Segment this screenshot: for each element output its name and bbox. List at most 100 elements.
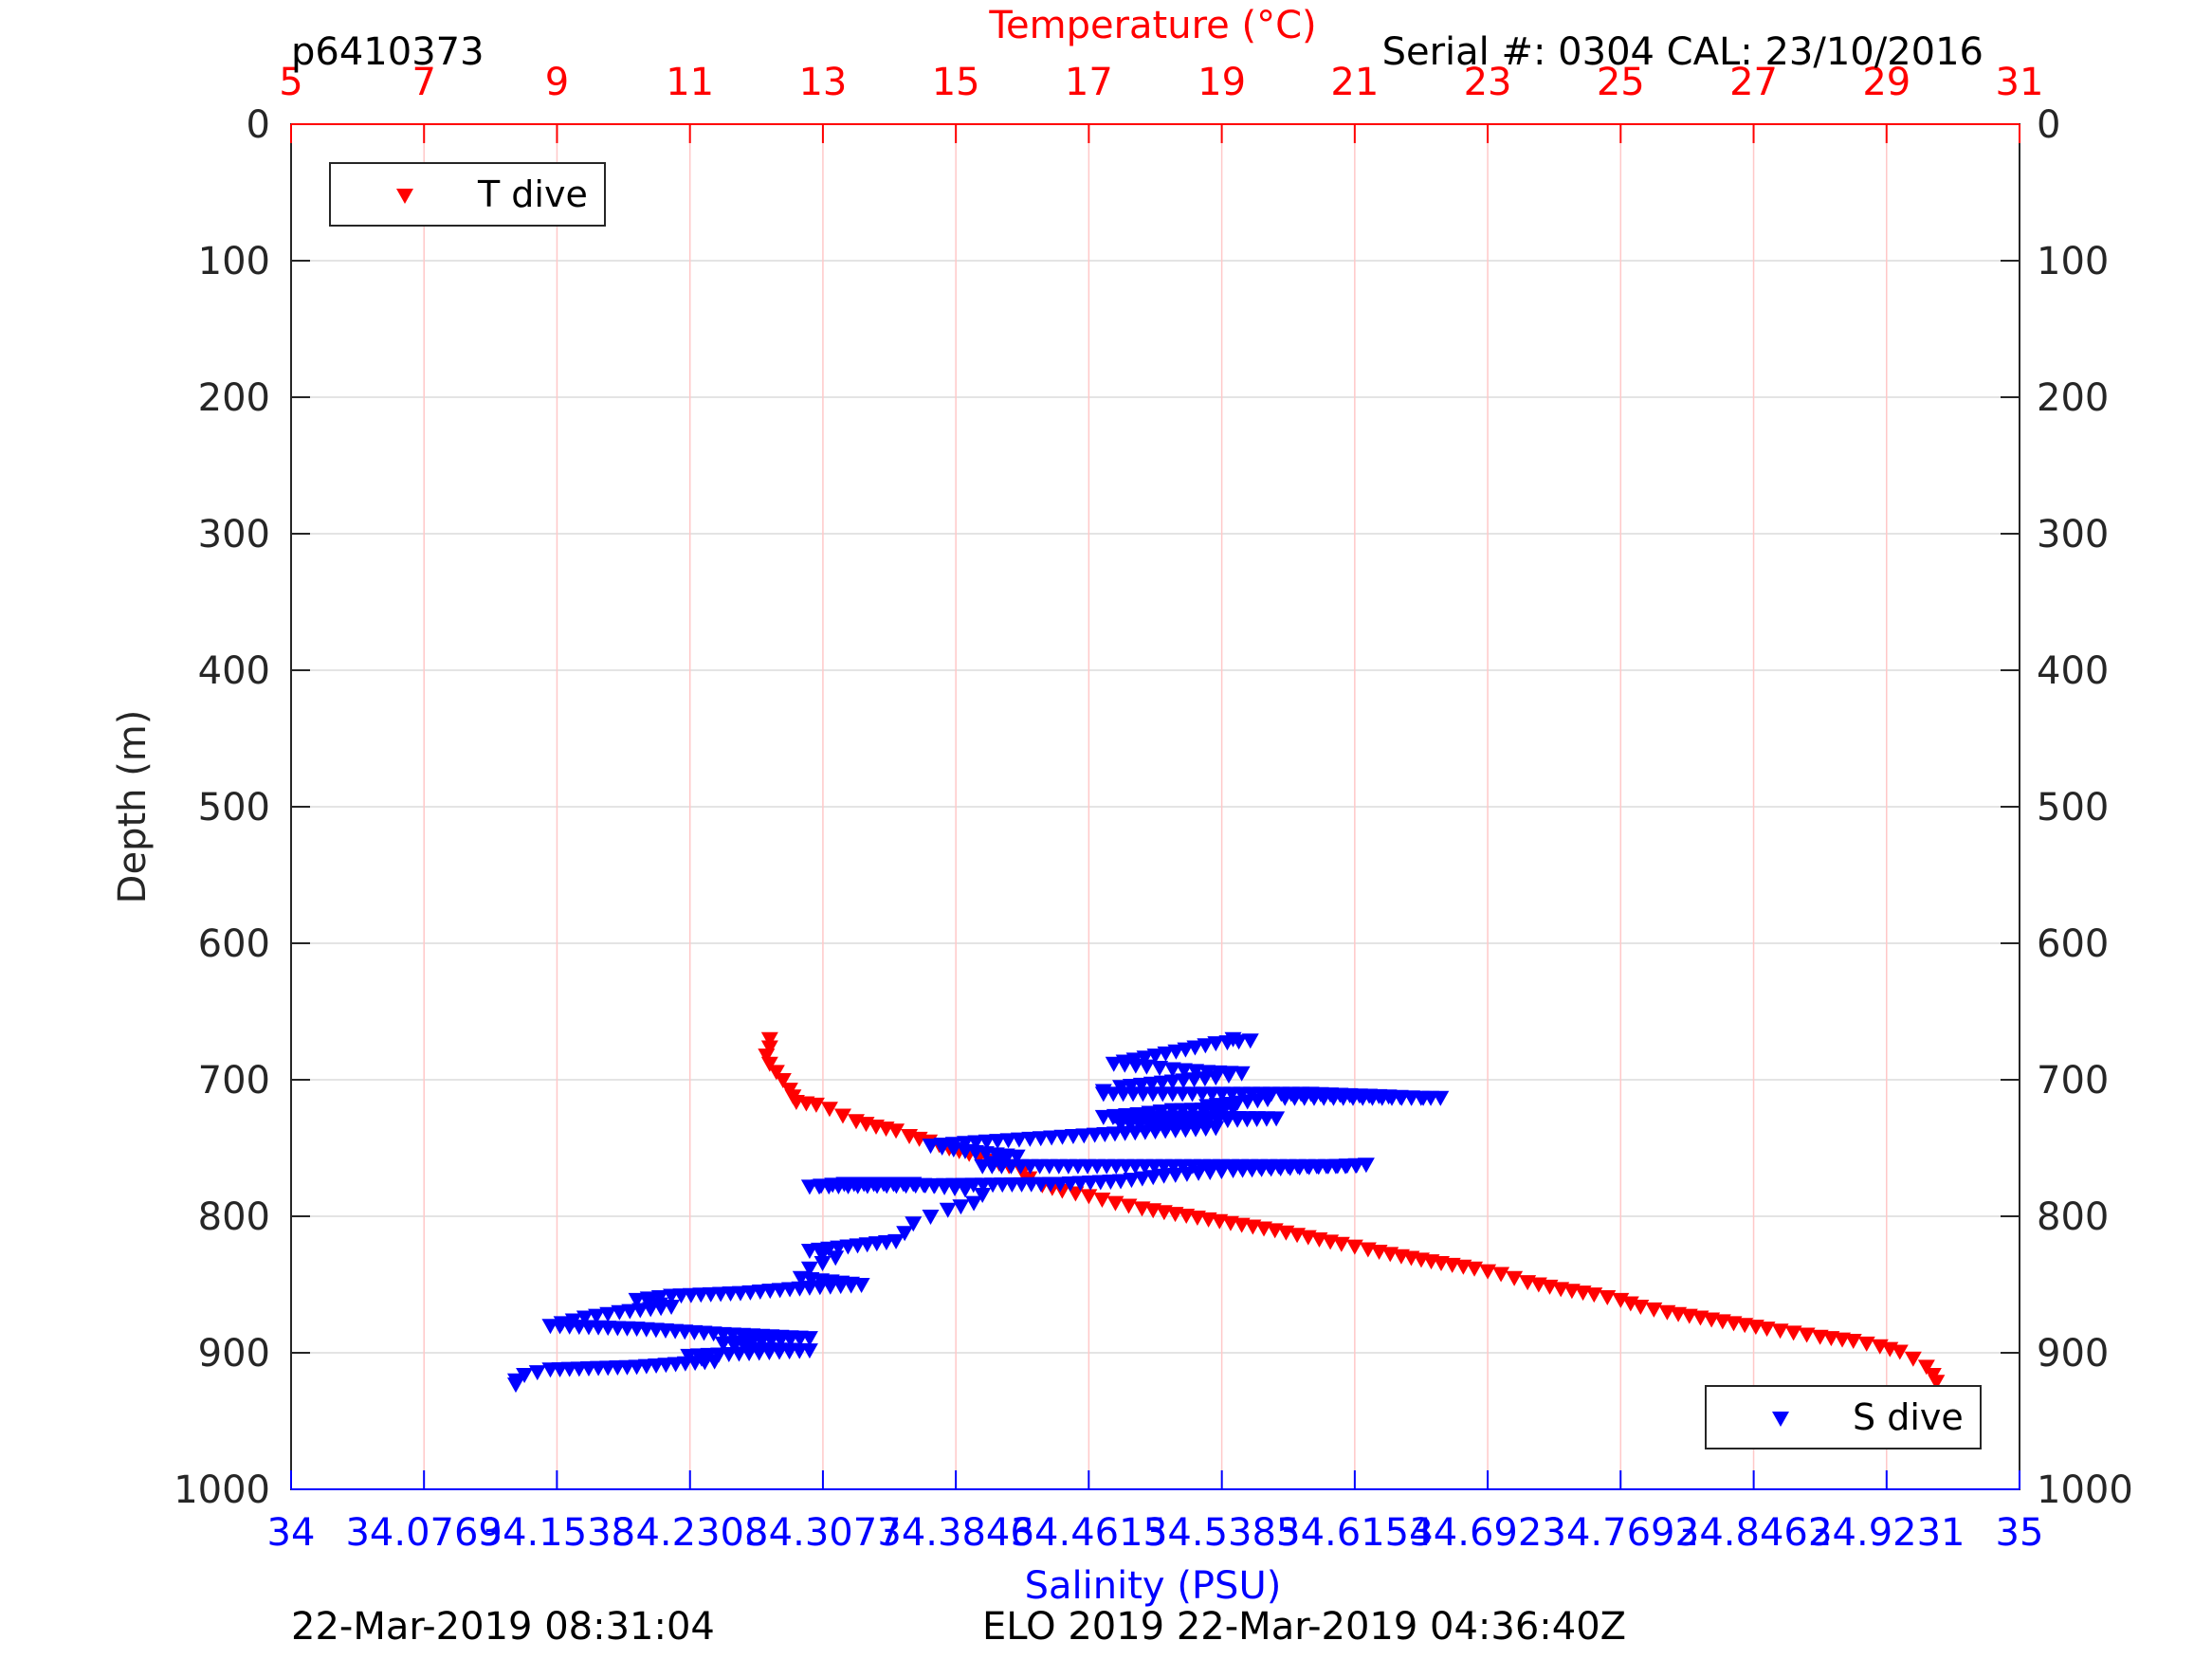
t-dive-marker bbox=[1891, 1344, 1909, 1360]
t-dive-marker bbox=[833, 1108, 851, 1124]
t-dive-marker bbox=[1771, 1323, 1789, 1340]
s-dive-marker bbox=[663, 1288, 681, 1304]
t-dive-marker bbox=[1844, 1334, 1862, 1350]
t-dive-marker bbox=[820, 1102, 838, 1118]
s-dive-marker bbox=[896, 1226, 914, 1242]
s-dive-marker bbox=[956, 1136, 974, 1152]
s-dive-marker bbox=[1163, 1062, 1181, 1078]
temperature-tick-label: 31 bbox=[1996, 61, 2044, 104]
t-dive-marker bbox=[1904, 1351, 1922, 1367]
depth-tick-label-right: 900 bbox=[2037, 1332, 2109, 1376]
temperature-tick-label: 9 bbox=[545, 61, 569, 104]
t-dive-marker bbox=[767, 1065, 785, 1081]
s-dive-marker bbox=[800, 1244, 818, 1259]
salinity-tick-label: 34.0769 bbox=[345, 1511, 502, 1555]
temperature-tick-label: 15 bbox=[932, 61, 980, 104]
t-dive-marker bbox=[1506, 1270, 1524, 1286]
s-dive-marker bbox=[1233, 1066, 1251, 1082]
t-dive-marker bbox=[1093, 1193, 1111, 1208]
t-dive-marker bbox=[1599, 1289, 1617, 1305]
temperature-tick-label: 29 bbox=[1862, 61, 1910, 104]
salinity-tick-label: 34.6154 bbox=[1276, 1511, 1433, 1555]
s-dive-marker bbox=[1138, 1059, 1156, 1075]
salinity-tick-label: 34.5385 bbox=[1143, 1511, 1300, 1555]
temperature-tick-label: 23 bbox=[1464, 61, 1512, 104]
t-dive-marker bbox=[1466, 1261, 1484, 1277]
legend-t-dive-marker bbox=[396, 189, 413, 204]
t-dive-marker bbox=[887, 1123, 905, 1139]
s-dive-marker bbox=[1151, 1061, 1169, 1077]
depth-tick-label-right: 300 bbox=[2037, 513, 2109, 556]
depth-tick-label-left: 200 bbox=[198, 376, 270, 420]
s-dive-marker bbox=[1224, 1163, 1242, 1179]
t-dive-marker bbox=[1585, 1287, 1603, 1304]
s-dive-marker bbox=[1187, 1064, 1205, 1080]
t-dive-marker bbox=[1492, 1267, 1510, 1283]
s-dive-marker bbox=[813, 1178, 831, 1194]
s-dive-marker bbox=[1230, 1034, 1248, 1050]
depth-tick-label-left: 300 bbox=[198, 513, 270, 556]
salinity-tick-label: 34.2308 bbox=[612, 1511, 768, 1555]
s-dive-marker bbox=[1201, 1164, 1219, 1180]
s-dive-marker bbox=[905, 1216, 923, 1232]
footer-caption: ELO 2019 22-Mar-2019 04:36:40Z bbox=[982, 1605, 1626, 1649]
t-dive-marker bbox=[1798, 1327, 1816, 1343]
temperature-axis-title: Temperature (°C) bbox=[988, 4, 1316, 47]
t-dive-marker bbox=[1758, 1322, 1776, 1338]
s-dive-marker bbox=[541, 1362, 559, 1378]
salinity-tick-label: 34.9231 bbox=[1808, 1511, 1965, 1555]
salinity-tick-label: 35 bbox=[1996, 1511, 2044, 1555]
depth-tick-label-right: 800 bbox=[2037, 1195, 2109, 1239]
s-dive-marker bbox=[1213, 1164, 1231, 1179]
t-dive-marker bbox=[1917, 1359, 1935, 1376]
s-dive-marker bbox=[1241, 1033, 1259, 1049]
salinity-axis-title: Salinity (PSU) bbox=[1025, 1564, 1282, 1608]
s-dive-marker bbox=[528, 1365, 546, 1381]
depth-tick-label-right: 400 bbox=[2037, 649, 2109, 693]
depth-tick-label-right: 1000 bbox=[2037, 1468, 2133, 1512]
temperature-tick-label: 11 bbox=[666, 61, 714, 104]
depth-tick-label-right: 0 bbox=[2037, 103, 2060, 147]
t-dive-marker bbox=[1784, 1325, 1802, 1341]
depth-tick-label-left: 0 bbox=[247, 103, 270, 147]
s-dive-marker bbox=[1166, 1167, 1184, 1183]
temperature-tick-label: 21 bbox=[1330, 61, 1379, 104]
temperature-tick-label: 19 bbox=[1197, 61, 1246, 104]
depth-tick-label-left: 1000 bbox=[174, 1468, 270, 1512]
grid-lines bbox=[291, 124, 2020, 1489]
t-dive-marker bbox=[1345, 1239, 1363, 1255]
s-dive-marker bbox=[824, 1177, 842, 1194]
t-dive-marker bbox=[1120, 1198, 1138, 1214]
s-dive-marker bbox=[506, 1377, 524, 1394]
legend-t-dive-box bbox=[329, 162, 606, 227]
depth-axis-title: Depth (m) bbox=[111, 710, 155, 904]
depth-tick-label-left: 600 bbox=[198, 922, 270, 966]
temperature-tick-label: 13 bbox=[798, 61, 847, 104]
t-dive-marker bbox=[1645, 1302, 1663, 1318]
axis-ticks: 0 0 100 100 200 200 300 300 400 400 500 500 600 600 70… bbox=[174, 61, 2133, 1555]
t-dive-marker bbox=[760, 1056, 778, 1072]
s-dive-marker bbox=[965, 1195, 983, 1212]
s-dive-marker bbox=[827, 1250, 845, 1267]
salinity-tick-label: 34.3846 bbox=[877, 1511, 1033, 1555]
salinity-tick-label: 34.6923 bbox=[1409, 1511, 1565, 1555]
s-dive-marker bbox=[814, 1255, 832, 1271]
s-dive-marker bbox=[1218, 1035, 1236, 1051]
t-dive-marker bbox=[1857, 1336, 1875, 1352]
s-dive-marker bbox=[1175, 1063, 1193, 1079]
temperature-tick-label: 17 bbox=[1065, 61, 1113, 104]
s-dive-marker bbox=[974, 1187, 992, 1203]
t-dive-marker bbox=[1928, 1375, 1946, 1391]
legend-s-dive: S dive bbox=[1705, 1385, 1982, 1449]
depth-tick-label-right: 600 bbox=[2037, 922, 2109, 966]
salinity-tick-label: 34.1538 bbox=[479, 1511, 635, 1555]
s-dive-marker bbox=[1219, 1067, 1237, 1084]
salinity-tick-label: 34.8462 bbox=[1675, 1511, 1832, 1555]
depth-tick-label-left: 500 bbox=[198, 786, 270, 830]
s-dive-marker bbox=[1276, 1090, 1294, 1106]
data-series bbox=[506, 1031, 1946, 1394]
footer-timestamp: 22-Mar-2019 08:31:04 bbox=[291, 1605, 715, 1649]
s-dive-marker bbox=[956, 1182, 974, 1198]
depth-tick-label-left: 900 bbox=[198, 1332, 270, 1376]
s-dive-marker bbox=[800, 1179, 818, 1195]
